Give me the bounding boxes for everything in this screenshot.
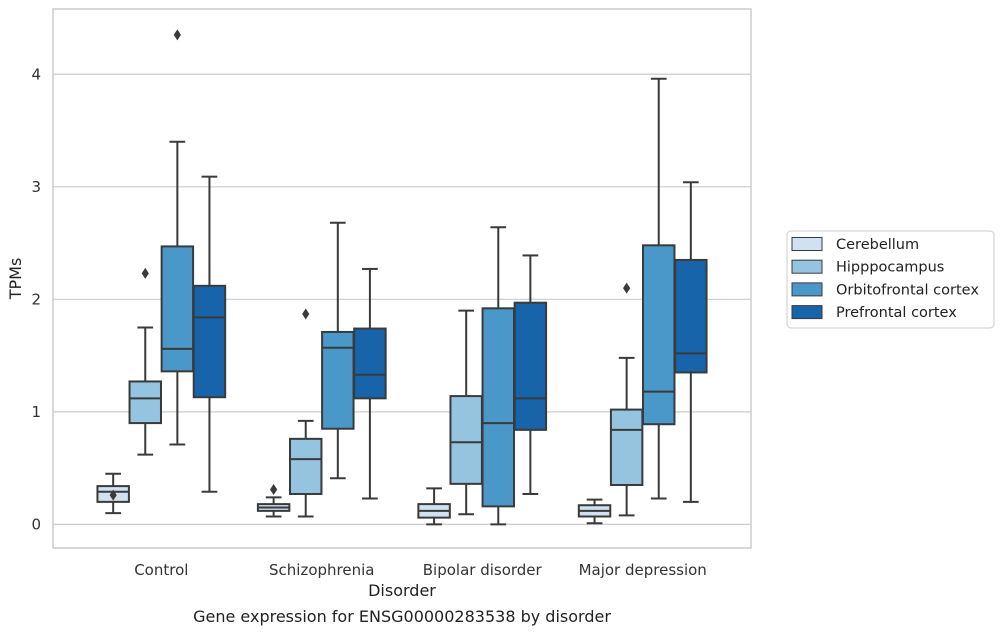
box-prefrontal-cortex — [353, 267, 387, 500]
box-body — [609, 408, 644, 486]
outlier-point — [173, 29, 181, 41]
x-axis-label: Disorder — [368, 581, 436, 600]
outlier-point — [109, 489, 117, 501]
y-tick-label: 0 — [31, 515, 41, 533]
y-tick-label: 2 — [31, 290, 41, 308]
box-orbitofrontal-cortex — [160, 29, 195, 446]
box-cerebellum — [256, 483, 291, 518]
box-cerebellum — [577, 498, 612, 525]
box-body — [449, 395, 483, 485]
y-tick-label: 3 — [31, 178, 41, 196]
box-body — [481, 307, 516, 508]
plot-area — [96, 29, 708, 526]
box-body — [288, 437, 323, 495]
legend-frame — [786, 230, 995, 329]
y-axis-label: TPMs — [6, 258, 25, 301]
y-tick-label: 4 — [31, 65, 41, 83]
box-orbitofrontal-cortex — [642, 77, 676, 500]
legend-swatch — [791, 282, 823, 297]
box-prefrontal-cortex — [674, 181, 708, 503]
legend-label: Cerebellum — [836, 237, 919, 253]
legend: Cerebellum Hipppocampus Orbitofrontal cort… — [786, 230, 995, 329]
box-hipppocampus — [609, 282, 644, 517]
box-body — [353, 327, 387, 400]
legend-label: Hipppocampus — [836, 260, 944, 276]
legend-label: Orbitofrontal cortex — [836, 282, 979, 298]
box-orbitofrontal-cortex — [481, 226, 516, 526]
box-body — [321, 330, 355, 430]
box-hipppocampus — [288, 308, 323, 518]
x-tick-label: Schizophrenia — [269, 561, 374, 579]
y-tick-label: 1 — [31, 403, 41, 421]
legend-label: Prefrontal cortex — [836, 305, 957, 321]
box-body — [674, 258, 708, 374]
legend-swatch — [791, 259, 823, 274]
box-body — [513, 301, 548, 431]
outlier-point — [302, 308, 310, 320]
legend-swatch — [791, 305, 823, 320]
x-tick-label: Major depression — [579, 561, 707, 579]
box-hipppocampus — [128, 267, 162, 456]
outlier-point — [623, 282, 631, 294]
plot-frame — [52, 8, 752, 549]
box-body — [160, 245, 195, 373]
tick-labels: 0 1 2 3 4 Control Schizophrenia Bipolar disorde… — [31, 65, 706, 579]
box-hipppocampus — [449, 309, 483, 516]
x-tick-label: Control — [134, 561, 188, 579]
box-body — [128, 380, 162, 425]
outlier-point — [141, 267, 149, 279]
box-body — [642, 244, 676, 426]
box-cerebellum — [417, 487, 451, 526]
chart-caption: Gene expression for ENSG00000283538 by d… — [193, 607, 611, 626]
x-tick-label: Bipolar disorder — [423, 561, 543, 579]
outlier-point — [270, 483, 278, 495]
box-body — [192, 284, 227, 399]
box-cerebellum — [96, 472, 130, 515]
box-orbitofrontal-cortex — [321, 221, 355, 480]
box-prefrontal-cortex — [192, 175, 227, 493]
box-prefrontal-cortex — [513, 254, 548, 495]
legend-swatch — [791, 237, 823, 251]
